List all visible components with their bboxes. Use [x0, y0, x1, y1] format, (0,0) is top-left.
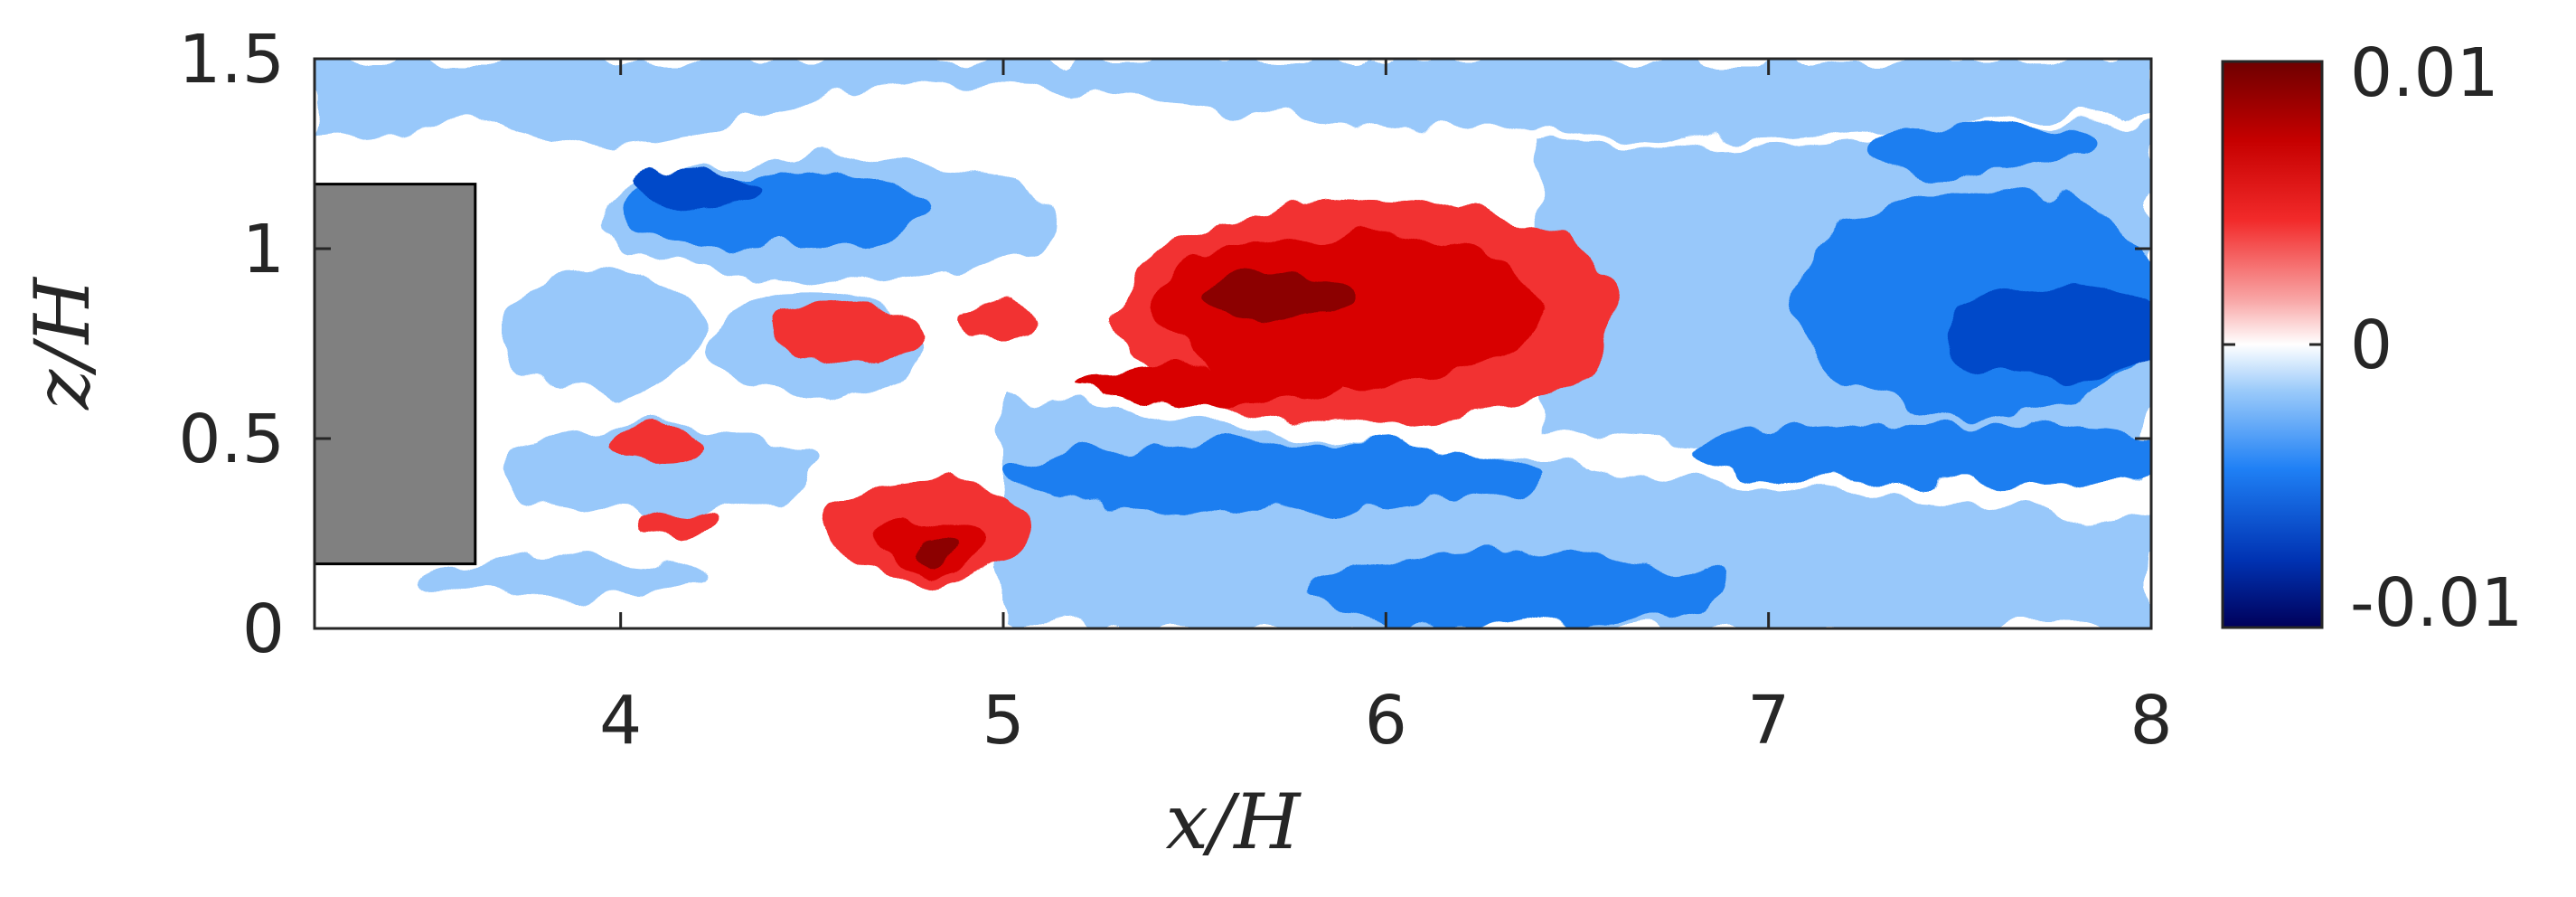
x-tick-label: 8	[2129, 682, 2172, 760]
contour-region-23	[1079, 366, 1349, 405]
contour-region-20	[639, 506, 717, 538]
contour-region-14	[1941, 282, 2151, 382]
contour-region-12	[1003, 442, 1539, 511]
y-tick-label: 0	[242, 590, 285, 668]
colorbar-gradient	[2221, 60, 2324, 629]
contour-region-11	[1309, 552, 1731, 628]
contour-region-19	[613, 427, 705, 466]
contour-region-5	[498, 423, 820, 515]
x-tick-label: 4	[599, 682, 642, 760]
y-axis-ticks: 0 0.5 1 1.5	[178, 21, 2151, 668]
contour-region-25	[1202, 275, 1356, 321]
contour-region-10	[1864, 119, 2094, 174]
contour-field	[315, 59, 2151, 628]
x-axis-label: x/H	[1166, 778, 1302, 866]
colorbar-tick-label: 0.01	[2350, 34, 2499, 112]
contour-band-0	[315, 59, 2151, 150]
contour-region-15	[628, 170, 766, 205]
contour-region-22	[1148, 233, 1547, 386]
x-axis-ticks: 4 5 6 7 8	[599, 59, 2173, 760]
colorbar: -0.01 0 0.01	[2221, 34, 2523, 642]
plot-frame	[313, 57, 2153, 630]
x-tick-label: 7	[1747, 682, 1790, 760]
colorbar-ticks: -0.01 0 0.01	[2223, 34, 2523, 642]
colorbar-tick-label: 0	[2350, 307, 2393, 384]
contour-region-26	[915, 539, 954, 559]
contour-region-6	[425, 556, 701, 595]
contour-region-4	[502, 271, 701, 393]
contour-region-21	[964, 297, 1042, 336]
y-axis-label: z/H	[18, 276, 107, 411]
y-tick-label: 0.5	[178, 401, 285, 478]
contour-region-18	[774, 301, 927, 363]
x-tick-label: 5	[982, 682, 1024, 760]
obstacle-block	[313, 183, 477, 566]
y-tick-label: 1	[242, 211, 285, 288]
colorbar-tick-label: -0.01	[2350, 564, 2523, 642]
plot-area: 4 5 6 7 8 0 0.5 1 1.5 x/H z/H	[18, 21, 2173, 866]
y-tick-label: 1.5	[178, 21, 285, 99]
x-tick-label: 6	[1365, 682, 1407, 760]
contour-region-9	[1692, 423, 2151, 485]
